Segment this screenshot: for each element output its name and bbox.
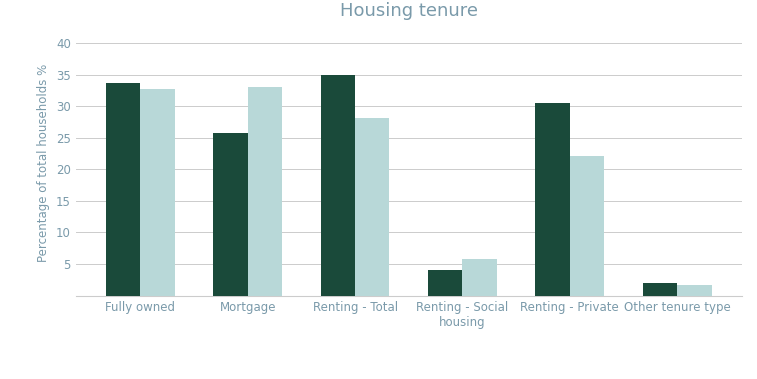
Bar	[570, 156, 604, 296]
Bar	[535, 103, 570, 296]
Title: Housing tenure: Housing tenure	[340, 2, 478, 20]
Y-axis label: Percentage of total households %: Percentage of total households %	[37, 64, 51, 262]
Bar	[106, 83, 140, 296]
Bar	[213, 133, 248, 296]
Bar	[428, 270, 463, 296]
Bar	[140, 89, 175, 296]
Bar	[643, 283, 678, 296]
Bar	[463, 259, 497, 296]
Bar	[355, 118, 389, 296]
Bar	[248, 86, 282, 296]
Bar	[321, 75, 355, 296]
Bar	[678, 285, 712, 296]
